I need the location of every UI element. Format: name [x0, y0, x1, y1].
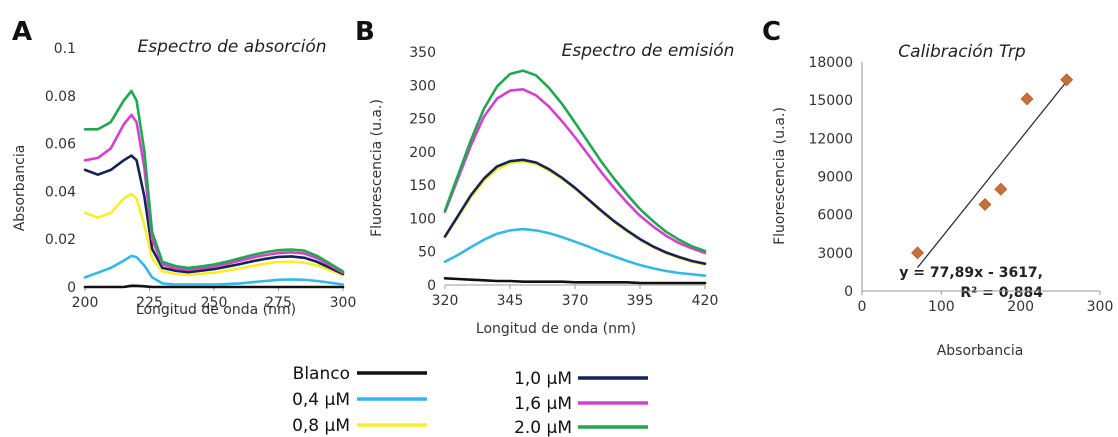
panel-b-series-line	[443, 159, 707, 266]
panel-a-ytick-label: 0.02	[45, 232, 76, 248]
panel-c-ytick-label: 3000	[817, 246, 853, 262]
panel-c-xlabel: Absorbancia	[937, 343, 1024, 359]
scatter-point	[1060, 73, 1074, 87]
panel-b-title: Espectro de emisión	[562, 41, 735, 61]
legend-label: 1,6 µM	[514, 394, 572, 414]
panel-b-series-line	[443, 88, 707, 255]
panel-a-xtick-label: 300	[330, 295, 357, 311]
panel-a-series-line	[83, 192, 345, 277]
trendline	[917, 80, 1068, 269]
panel-b-ytick-label: 250	[409, 112, 436, 128]
panel-a-series-line	[83, 154, 345, 276]
legend: Blanco 0,4 µM 0,8 µM 1,0 µM 1,6 µM 2.0 µM	[292, 364, 648, 437]
trendline-r2: R² = 0,884	[960, 285, 1043, 301]
scatter-point	[1020, 92, 1034, 106]
panel-b-letter: B	[355, 17, 375, 47]
panel-a-ytick-label: 0.04	[45, 184, 76, 200]
panel-b-ytick-label: 350	[409, 45, 436, 61]
legend-label: 2.0 µM	[514, 418, 572, 437]
panel-c-xtick-label: 200	[1007, 299, 1034, 315]
panel-a-xtick-label: 250	[201, 295, 228, 311]
panel-c-ytick-label: 9000	[817, 170, 853, 186]
panel-a-letter: A	[12, 17, 32, 47]
panel-b-series-line	[443, 69, 707, 253]
panel-a-title: Espectro de absorción	[137, 37, 326, 57]
panel-a-series-line	[83, 254, 345, 286]
panel-b-ytick-label: 300	[409, 78, 436, 94]
panel-b-xlabel: Longitud de onda (nm)	[476, 321, 636, 337]
panel-a-ytick-label: 0.08	[45, 89, 76, 105]
trendline-equation: y = 77,89x - 3617,	[899, 265, 1043, 281]
panel-a-xlabel: Longitud de onda (nm)	[136, 302, 296, 318]
legend-label: Blanco	[293, 364, 350, 384]
legend-label: 0,4 µM	[292, 390, 350, 410]
scatter-point	[911, 246, 924, 260]
panel-b-xtick-label: 345	[497, 293, 524, 309]
panel-a: A Espectro de absorción Longitud de onda…	[12, 17, 356, 318]
panel-c-ytick-label: 12000	[808, 131, 853, 147]
panel-c-ytick-label: 6000	[817, 208, 853, 224]
panel-a-ytick-label: 0.1	[54, 41, 76, 57]
panel-a-series-line	[83, 113, 345, 275]
panel-b-xtick-label: 370	[562, 293, 589, 309]
scatter-point	[994, 182, 1008, 196]
panel-b-ytick-label: 0	[427, 278, 436, 294]
panel-b-xtick-label: 320	[432, 293, 459, 309]
panel-b-ytick-label: 200	[409, 145, 436, 161]
panel-c-ytick-label: 18000	[808, 55, 853, 71]
panel-b-ytick-label: 150	[409, 178, 436, 194]
panel-a-xtick-label: 275	[265, 295, 292, 311]
panel-c-title: Calibración Trp	[898, 42, 1026, 62]
panel-c: C Calibración Trp Absorbancia Fluorescen…	[762, 17, 1113, 359]
panel-b-ytick-label: 100	[409, 211, 436, 227]
panel-c-letter: C	[762, 17, 781, 47]
panel-b-series-line	[443, 227, 707, 278]
legend-label: 1,0 µM	[514, 369, 572, 389]
panel-b-xtick-label: 420	[692, 293, 719, 309]
panel-a-series-line	[83, 89, 345, 273]
panel-a-series-line	[83, 284, 345, 289]
panel-c-xtick-label: 100	[928, 299, 955, 315]
panel-b-series-line	[443, 276, 707, 285]
panel-c-ytick-label: 15000	[808, 93, 853, 109]
panel-b-ylabel: Fluorescencia (u.a.)	[369, 99, 385, 237]
panel-a-ytick-label: 0	[67, 280, 76, 296]
panel-b-xtick-label: 395	[627, 293, 654, 309]
panel-a-ylabel: Absorbancia	[12, 145, 28, 232]
scatter-point	[978, 198, 992, 211]
panel-a-ytick-label: 0.06	[45, 137, 76, 153]
panel-b: B Espectro de emisión Longitud de onda (…	[355, 17, 734, 337]
panel-c-xtick-label: 0	[858, 299, 867, 315]
panel-c-ytick-label: 0	[844, 284, 853, 300]
panel-a-xtick-label: 200	[72, 295, 99, 311]
panel-b-ytick-label: 50	[418, 245, 436, 261]
panel-c-xtick-label: 300	[1087, 299, 1114, 315]
legend-label: 0,8 µM	[292, 416, 350, 436]
panel-b-series-line	[443, 158, 707, 266]
panel-c-ylabel: Fluorescencia (u.a.)	[772, 107, 788, 245]
panel-a-xtick-label: 225	[136, 295, 163, 311]
